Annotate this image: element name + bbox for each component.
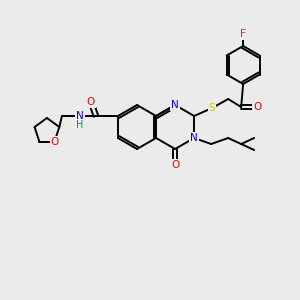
Text: O: O bbox=[171, 160, 179, 170]
Text: N: N bbox=[76, 111, 84, 121]
Text: O: O bbox=[253, 102, 261, 112]
Text: O: O bbox=[87, 97, 95, 107]
Text: F: F bbox=[240, 29, 246, 39]
Text: O: O bbox=[50, 136, 59, 146]
Text: H: H bbox=[76, 120, 84, 130]
Text: S: S bbox=[209, 103, 215, 113]
Text: N: N bbox=[190, 133, 198, 143]
Text: N: N bbox=[171, 100, 179, 110]
